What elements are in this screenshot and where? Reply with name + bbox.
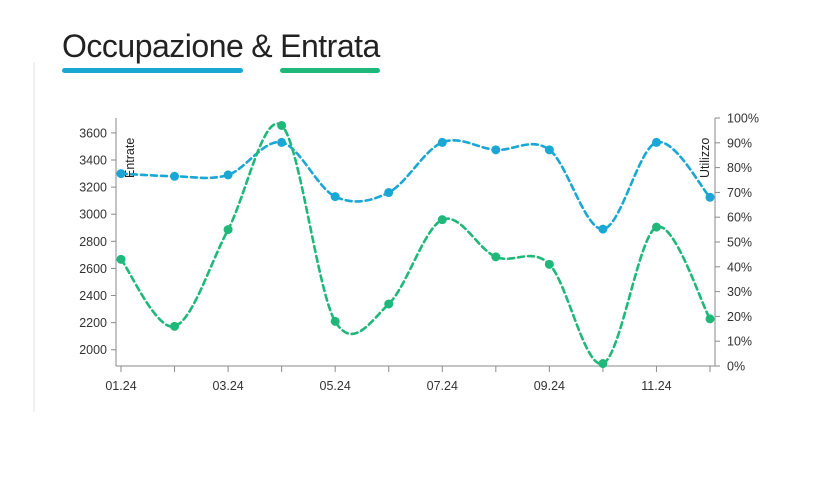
right-tick-label: 90% [727,136,752,150]
series-1-point [544,259,554,269]
series-0-point [598,224,608,234]
left-tick-label: 2400 [79,289,107,303]
series-1-point [705,314,715,324]
left-axis-title: Entrate [123,138,137,178]
series-0-line [119,139,712,231]
right-tick-label: 40% [727,260,752,274]
series-1-point [223,225,233,235]
left-tick-label: 2000 [79,343,107,357]
series-0-point [116,169,126,179]
right-tick-label: 100% [727,112,759,126]
left-tick-label: 2800 [79,235,107,249]
right-tick-label: 50% [727,236,752,250]
x-tick-label: 01.24 [105,379,136,393]
right-tick-label: 20% [727,310,752,324]
right-tick-label: 30% [727,285,752,299]
series-0-point [170,171,180,181]
x-tick-label: 03.24 [212,379,243,393]
right-tick-label: 70% [727,186,752,200]
title-entrata: Entrata [280,28,380,73]
x-tick-label: 07.24 [427,379,458,393]
series-0-point [491,145,501,155]
left-tick-label: 3400 [79,154,107,168]
right-tick-label: 80% [727,161,752,175]
x-tick-label: 11.24 [641,379,671,393]
title-ampersand: & [251,28,273,64]
right-axis-title: Utilizzo [698,138,712,178]
series-1-point [116,254,126,264]
series-0-point [437,137,447,147]
title-occupazione: Occupazione [62,28,244,73]
left-tick-label: 3600 [79,126,107,140]
x-tick-label: 05.24 [320,379,351,393]
series-1-point [384,299,394,309]
series-0-point [651,137,661,147]
series-0-point [705,192,715,202]
series-0-point [544,145,554,155]
series-0-point [330,192,340,202]
left-tick-label: 3000 [79,208,107,222]
right-tick-label: 10% [727,335,752,349]
series-1-point [277,120,287,130]
series-1-point [651,222,661,232]
series-1-line [119,122,712,365]
left-tick-label: 3200 [79,181,107,195]
series-0-point [277,137,287,147]
right-tick-label: 0% [727,360,745,374]
series-0-point [384,188,394,198]
series-1-point [437,215,447,225]
left-tick-label: 2200 [79,316,107,330]
series-0-point [223,170,233,180]
right-tick-label: 60% [727,211,752,225]
panel-left-border [33,62,35,412]
series-1-point [330,316,340,326]
series-1-point [491,252,501,262]
series-1-point [170,321,180,331]
left-tick-label: 2600 [79,262,107,276]
series-1-point [598,359,608,369]
x-tick-label: 09.24 [534,379,565,393]
chart-title: Occupazione & Entrata [62,28,380,78]
